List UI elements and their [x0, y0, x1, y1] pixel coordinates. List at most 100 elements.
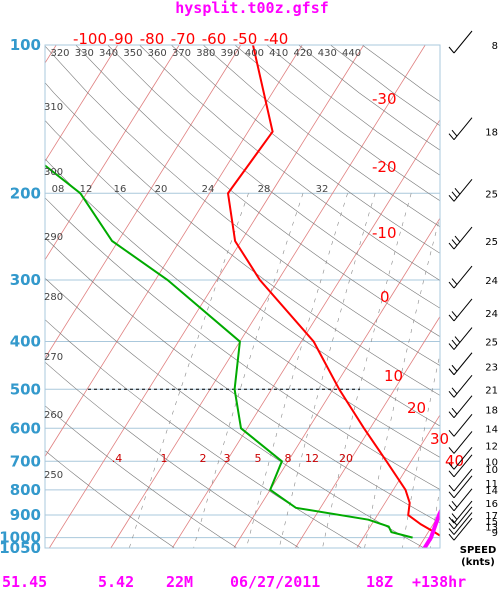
- theta-top-label: 370: [172, 48, 191, 59]
- chart-labels: 10020030040050060070080090010001050-100-…: [0, 30, 464, 557]
- dry-adiabat: [45, 361, 300, 548]
- dry-adiabat: [171, 45, 440, 254]
- barb-flag: [454, 187, 461, 195]
- isotherm-line: [45, 45, 119, 163]
- speed-label: SPEED: [460, 545, 497, 556]
- wind-barb: [448, 30, 473, 54]
- barb-staff: [453, 468, 473, 492]
- dry-adiabat: [139, 45, 440, 281]
- temperature-side-label: -20: [372, 158, 397, 176]
- barb-staff: [453, 431, 473, 454]
- temperature-side-label: 40: [445, 452, 464, 470]
- mixing-ratio-top-label: 24: [202, 184, 215, 195]
- theta-left-label: 290: [44, 232, 63, 243]
- theta-top-label: 420: [293, 48, 312, 59]
- chart-series: [45, 45, 440, 548]
- barb-staff: [453, 512, 473, 535]
- wind-barb: [448, 298, 473, 322]
- wind-speed-value: 18: [485, 128, 498, 139]
- theta-top-label: 430: [318, 48, 337, 59]
- theta-top-label: 410: [269, 48, 288, 59]
- theta-top-label: 380: [196, 48, 215, 59]
- wind-barb: [448, 475, 473, 499]
- temperature-side-label: 0: [380, 288, 390, 306]
- barb-flag: [451, 239, 458, 246]
- wind-barb: [448, 178, 473, 202]
- barb-flag: [448, 368, 455, 376]
- barb-flag: [448, 194, 455, 202]
- theta-left-label: 300: [44, 167, 63, 178]
- pressure-tick-label: 1000: [0, 529, 41, 547]
- wind-barb: [448, 431, 473, 454]
- theta-left-label: 270: [44, 352, 63, 363]
- temperature-top-label: -60: [202, 30, 227, 48]
- wind-speed-value: 12: [485, 441, 498, 452]
- mixing-ratio-low-label: .4: [112, 452, 123, 465]
- mixing-ratio-low-label: 1: [161, 452, 168, 465]
- theta-top-label: 320: [50, 48, 69, 59]
- barb-staff: [453, 454, 473, 478]
- dry-adiabat: [45, 82, 440, 396]
- mixing-ratio-top-label: 08: [52, 184, 65, 195]
- footer-lon: 5.42: [98, 573, 134, 591]
- theta-top-label: 340: [99, 48, 118, 59]
- mixing-ratio-line: [501, 193, 504, 548]
- pressure-tick-label: 500: [10, 380, 41, 398]
- wind-barb: [448, 395, 473, 418]
- barb-flag: [448, 484, 455, 492]
- pressure-tick-label: 200: [10, 184, 41, 202]
- isotherm-line: [233, 217, 440, 548]
- theta-left-label: 260: [44, 410, 63, 421]
- barb-flag: [448, 46, 455, 54]
- footer-time: 18Z: [366, 573, 393, 591]
- barb-flag: [451, 519, 458, 526]
- wind-speed-value: 25: [485, 237, 498, 248]
- temperature-top-label: -40: [264, 30, 289, 48]
- wind-speed-value: 8: [492, 41, 498, 52]
- barb-flag: [451, 407, 458, 415]
- barb-flag: [448, 447, 455, 454]
- wind-barb: [448, 265, 473, 289]
- barb-flag: [451, 500, 458, 508]
- barb-flag: [448, 516, 455, 524]
- wind-barb: [448, 446, 473, 470]
- theta-top-label: 400: [245, 48, 264, 59]
- mixing-ratio-low-label: 5: [255, 452, 262, 465]
- wind-barb: [448, 374, 473, 398]
- dry-adiabat: [45, 197, 440, 490]
- barb-staff: [453, 30, 473, 54]
- mixing-ratio-line: [278, 193, 376, 548]
- barb-flag: [454, 235, 461, 243]
- barb-flag: [448, 491, 455, 499]
- series-line-parcel: [422, 508, 440, 548]
- mixing-ratio-line: [193, 193, 304, 548]
- mixing-ratio-low-label: 3: [224, 452, 231, 465]
- wind-speed-value: 13: [485, 523, 498, 534]
- dry-adiabat: [45, 319, 362, 548]
- wind-speed-value: 17: [485, 511, 498, 522]
- wind-speed-value: 10: [485, 465, 498, 476]
- mixing-ratio-line: [129, 193, 249, 548]
- wind-speed-value: 21: [485, 385, 498, 396]
- dry-adiabat: [107, 45, 440, 309]
- barb-flag: [448, 528, 455, 535]
- wind-barb: [448, 117, 473, 141]
- barb-flag: [448, 522, 455, 530]
- isotherm-line: [45, 45, 303, 458]
- theta-left-label: 280: [44, 292, 63, 303]
- theta-top-label: 330: [75, 48, 94, 59]
- wind-speed-value: 14: [485, 424, 498, 435]
- barb-staff: [453, 517, 473, 541]
- barb-flag: [448, 504, 455, 512]
- wind-speed-value: 11: [485, 479, 498, 490]
- theta-top-label: 350: [123, 48, 142, 59]
- temperature-top-label: -80: [140, 30, 165, 48]
- wind-barb: [448, 512, 473, 535]
- mixing-ratio-top-label: 32: [316, 184, 329, 195]
- wind-barb: [448, 468, 473, 492]
- dry-adiabat: [330, 45, 440, 127]
- wind-barb: [448, 352, 473, 376]
- barb-flag: [448, 470, 455, 478]
- pressure-tick-label: 400: [10, 333, 41, 351]
